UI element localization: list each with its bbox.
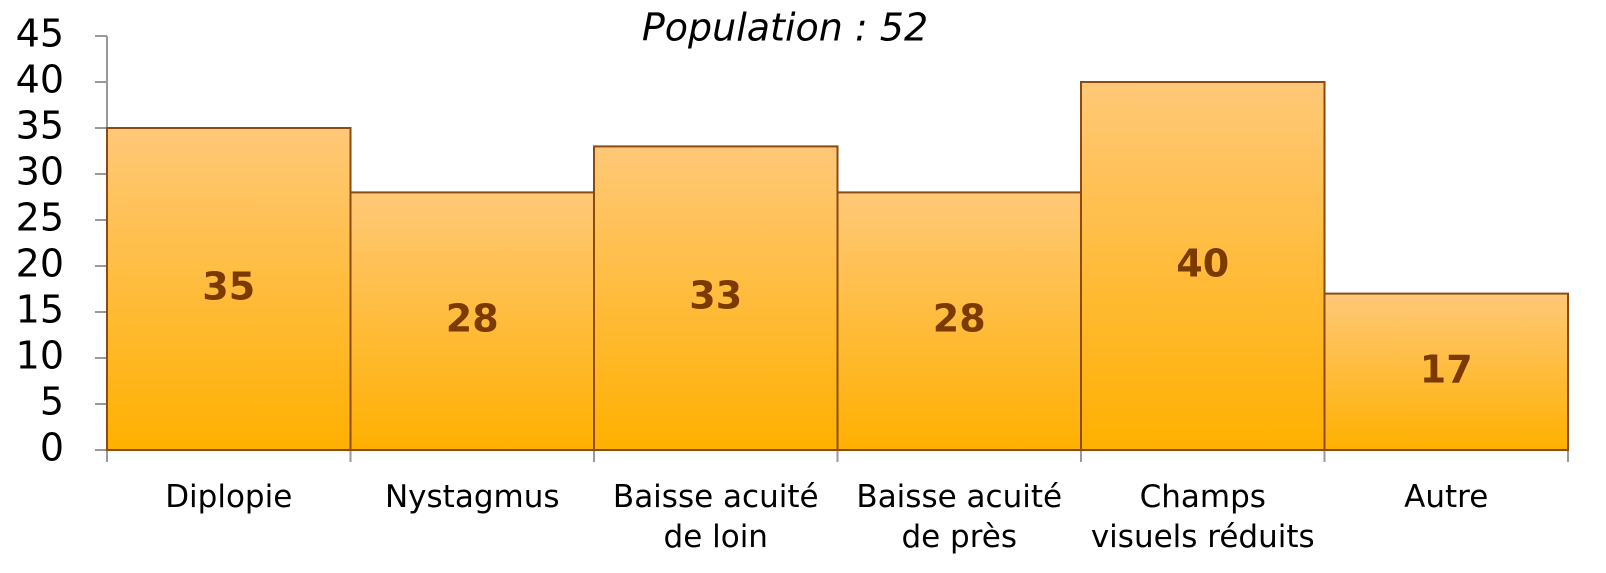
- x-tick-label: Champs visuels réduits: [1090, 479, 1315, 555]
- bar: [1323, 292, 1569, 451]
- data-label: 40: [1176, 242, 1229, 286]
- bar: [1080, 81, 1326, 451]
- chart-title: Population : 52: [642, 6, 928, 50]
- x-tick-label: Autre: [1404, 479, 1489, 515]
- x-tick-label: Baisse acuité de près: [856, 479, 1063, 555]
- x-tick-label: Diplopie: [165, 479, 293, 515]
- y-tick-label: 10: [16, 334, 64, 378]
- bar: [836, 191, 1082, 451]
- y-tick-label: 0: [40, 426, 64, 470]
- y-tick-label: 35: [16, 104, 64, 148]
- y-tick-label: 5: [40, 380, 64, 424]
- data-label: 28: [933, 297, 986, 341]
- y-tick-label: 20: [16, 242, 64, 286]
- x-tick-label: Nystagmus: [384, 479, 560, 515]
- y-tick-label: 40: [16, 58, 64, 102]
- data-label: 28: [446, 297, 499, 341]
- data-label: 33: [689, 274, 742, 318]
- y-tick-label: 45: [16, 12, 64, 56]
- bar: [106, 127, 352, 451]
- y-tick-label: 30: [16, 150, 64, 194]
- y-tick-label: 15: [16, 288, 64, 332]
- x-tick-label: Baisse acuité de loin: [612, 479, 819, 555]
- y-tick-label: 25: [16, 196, 64, 240]
- bar: [349, 191, 595, 451]
- data-label: 17: [1420, 347, 1473, 391]
- data-label: 35: [202, 265, 255, 309]
